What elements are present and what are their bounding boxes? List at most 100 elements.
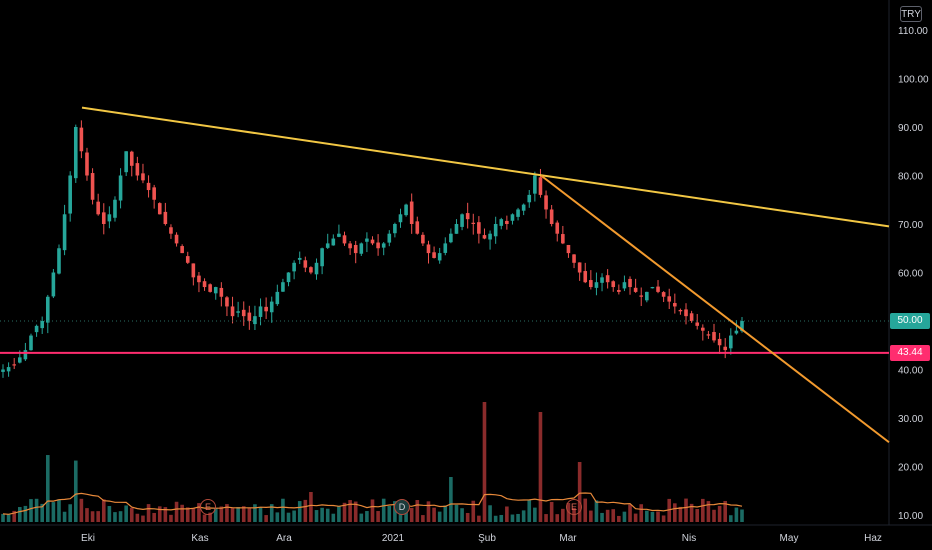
candle-body <box>40 321 44 329</box>
event-marker[interactable]: E <box>200 499 216 515</box>
volume-bar <box>617 515 621 522</box>
candles <box>1 120 744 378</box>
event-marker[interactable]: E <box>566 499 582 515</box>
currency-badge[interactable]: TRY <box>900 6 922 22</box>
candle-body <box>376 242 380 249</box>
candle-body <box>85 152 89 176</box>
volume-bar <box>639 504 644 522</box>
candle-body <box>213 287 218 294</box>
volume-bar <box>174 501 179 522</box>
candle-body <box>348 243 352 249</box>
candle-body <box>695 322 700 326</box>
candle-body <box>404 204 408 216</box>
volume-bar <box>57 499 61 522</box>
volume-bar <box>281 498 285 522</box>
candle-body <box>185 256 190 263</box>
candle-body <box>73 127 78 179</box>
volume-bar <box>68 504 72 522</box>
candle-body <box>107 214 112 222</box>
candle-body <box>236 311 240 313</box>
candle-body <box>650 287 655 289</box>
candle-body <box>169 227 173 234</box>
candle-body <box>572 254 576 263</box>
volume-bar <box>549 501 554 522</box>
candle-body <box>247 312 252 321</box>
candle-body <box>174 234 179 244</box>
candle-body <box>432 252 436 258</box>
volume-bar <box>695 509 700 522</box>
candle-body <box>465 213 470 220</box>
resistance-trendline[interactable] <box>81 106 890 228</box>
volume-bar <box>465 512 470 522</box>
candle-body <box>555 222 560 234</box>
volume-bar <box>135 513 140 522</box>
volume-bars <box>1 402 744 522</box>
volume-bar <box>73 460 78 522</box>
volume-bar <box>62 511 67 522</box>
volume-bar <box>443 505 448 522</box>
candle-body <box>253 316 257 325</box>
volume-bar <box>342 502 347 522</box>
y-tick-label: 30.00 <box>898 414 923 425</box>
candle-body <box>286 272 291 283</box>
volume-bar <box>197 503 201 522</box>
y-tick-label: 20.00 <box>898 463 923 474</box>
candle-body <box>454 224 459 234</box>
volume-bar <box>51 502 56 522</box>
candle-body <box>337 233 341 237</box>
volume-bar <box>600 512 604 522</box>
volume-bar <box>645 510 649 522</box>
candle-body <box>471 222 476 224</box>
volume-bar <box>152 512 156 522</box>
candle-body <box>505 220 509 224</box>
volume-bar <box>499 514 504 522</box>
volume-bar <box>12 510 16 522</box>
candle-body <box>527 194 532 203</box>
candle-body <box>628 278 632 288</box>
volume-bar <box>583 498 588 522</box>
candle-body <box>706 334 711 336</box>
volume-bar <box>320 507 324 522</box>
volume-bar <box>124 505 128 522</box>
y-tick-label: 10.00 <box>898 511 923 522</box>
volume-bar <box>717 505 722 522</box>
candle-body <box>269 301 274 313</box>
candle-body <box>667 296 672 302</box>
candle-body <box>717 338 722 346</box>
x-tick-label: Şub <box>478 533 496 544</box>
candle-body <box>549 209 554 224</box>
candle-body <box>219 287 224 297</box>
volume-bar <box>129 507 134 522</box>
support-price-label: 43.44 <box>890 344 930 361</box>
candle-body <box>426 244 431 254</box>
candle-body <box>208 284 212 292</box>
volume-bar <box>1 513 5 522</box>
volume-bar <box>538 412 543 522</box>
downtrend-trendline[interactable] <box>540 174 890 444</box>
candle-body <box>230 306 235 317</box>
volume-bar <box>454 504 459 522</box>
volume-bar <box>622 511 627 522</box>
candle-body <box>152 187 156 200</box>
volume-bar <box>169 514 173 522</box>
candle-body <box>589 280 593 288</box>
volume-bar <box>208 512 212 522</box>
candle-body <box>96 201 100 215</box>
candle-body <box>482 235 487 239</box>
x-tick-label: Ara <box>276 533 292 544</box>
candle-body <box>6 367 11 372</box>
volume-bar <box>213 508 218 522</box>
x-tick-label: Haz <box>864 533 882 544</box>
event-marker[interactable]: D <box>394 499 410 515</box>
candle-body <box>449 233 453 243</box>
candle-body <box>477 222 481 234</box>
candle-body <box>264 306 268 312</box>
volume-bar <box>85 508 89 522</box>
candle-body <box>740 321 744 332</box>
candle-body <box>460 214 464 227</box>
volume-bar <box>656 511 660 522</box>
candle-body <box>118 175 123 201</box>
candle-body <box>320 248 324 267</box>
volume-bar <box>180 504 184 522</box>
